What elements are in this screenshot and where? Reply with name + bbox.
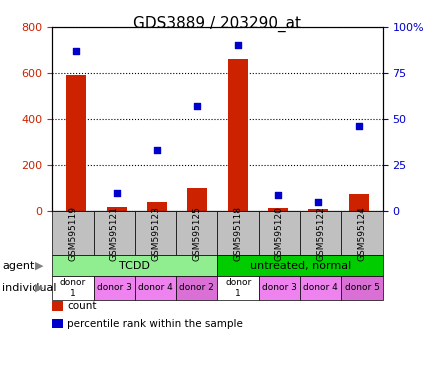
Bar [227,59,247,211]
Text: untreated, normal: untreated, normal [249,261,350,271]
Text: donor 5: donor 5 [344,283,379,293]
Point [274,192,281,198]
Point [354,123,361,129]
Text: donor
1: donor 1 [224,278,251,298]
Text: GDS3889 / 203290_at: GDS3889 / 203290_at [133,15,301,31]
Bar [308,209,328,211]
Point [314,199,321,205]
Text: GSM595119: GSM595119 [68,206,77,261]
Point [153,147,160,154]
Point [113,190,120,196]
Text: donor 4: donor 4 [303,283,337,293]
Text: GSM595125: GSM595125 [192,206,201,261]
Text: count: count [67,301,97,311]
Text: donor
1: donor 1 [59,278,86,298]
Point [233,42,240,48]
Text: GSM595122: GSM595122 [316,206,325,261]
Text: donor 2: donor 2 [179,283,214,293]
Bar [106,207,126,211]
Text: GSM595118: GSM595118 [233,206,242,261]
Text: percentile rank within the sample: percentile rank within the sample [67,319,243,329]
Text: ▶: ▶ [35,261,43,271]
Bar [66,75,86,211]
Text: donor 3: donor 3 [261,283,296,293]
Text: GSM595123: GSM595123 [151,206,160,261]
Text: GSM595121: GSM595121 [109,206,118,261]
Text: individual: individual [2,283,56,293]
Bar [147,202,167,211]
Text: GSM595124: GSM595124 [357,206,366,261]
Bar [348,194,368,211]
Text: TCDD: TCDD [119,261,150,271]
Point [194,103,201,109]
Text: agent: agent [2,261,34,271]
Bar [187,188,207,211]
Bar [267,208,287,211]
Text: donor 4: donor 4 [138,283,172,293]
Text: ▶: ▶ [35,283,43,293]
Point [73,48,80,54]
Text: GSM595120: GSM595120 [274,206,283,261]
Text: donor 3: donor 3 [96,283,132,293]
